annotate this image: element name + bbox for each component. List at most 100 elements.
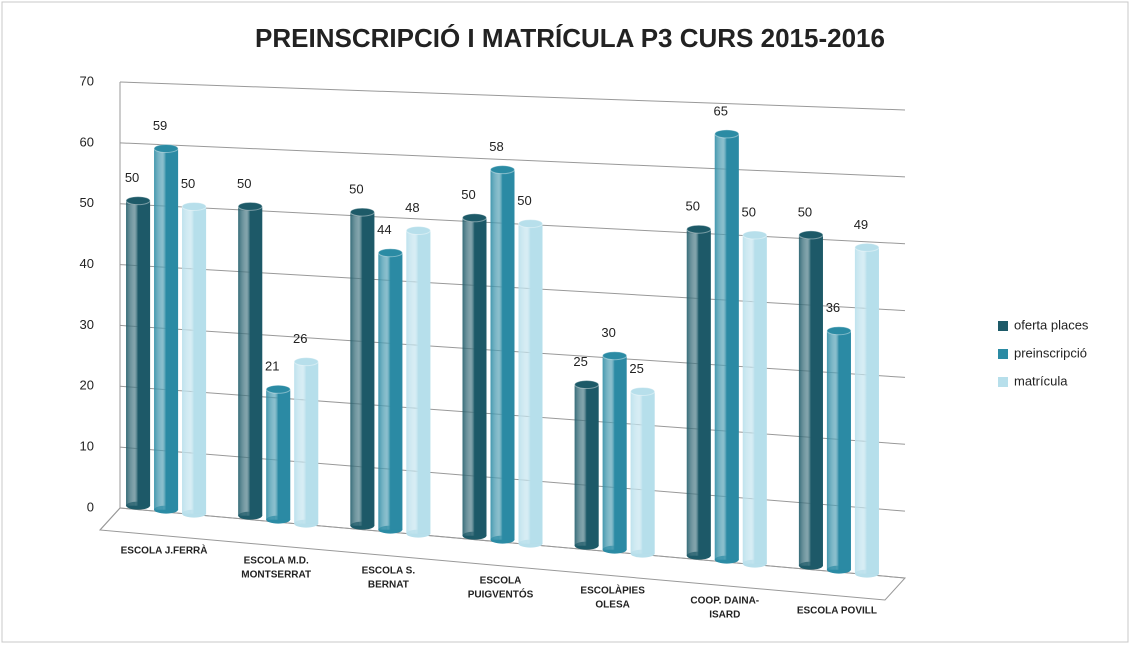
bar <box>686 224 712 560</box>
bar <box>574 380 600 550</box>
chart-title: PREINSCRIPCIÓ I MATRÍCULA P3 CURS 2015-2… <box>255 23 885 53</box>
bar <box>714 129 740 564</box>
data-label: 50 <box>237 176 251 191</box>
bar <box>826 326 852 574</box>
data-label: 50 <box>181 176 195 191</box>
data-label: 50 <box>125 170 139 185</box>
y-tick-label: 50 <box>80 195 94 210</box>
data-label: 25 <box>573 354 587 369</box>
x-tick-label: ESCOLA POVILL <box>797 606 877 617</box>
x-tick-label: OLESA <box>595 600 629 611</box>
bar-top <box>686 224 712 234</box>
bar-top <box>798 230 824 240</box>
bar-top <box>125 196 151 206</box>
bar <box>293 357 319 528</box>
bar-top <box>826 326 852 336</box>
bar-body-base <box>154 148 179 510</box>
y-tick-label: 60 <box>80 134 94 149</box>
x-tick-label: ESCOLA J.FERRÀ <box>121 544 208 557</box>
bar-top <box>377 248 403 258</box>
bar <box>602 351 628 554</box>
bar <box>265 384 291 524</box>
data-label: 36 <box>826 300 840 315</box>
bar-top <box>742 230 768 240</box>
bar-top <box>714 129 740 139</box>
data-label: 50 <box>798 204 812 219</box>
x-tick-label: MONTSERRAT <box>241 570 311 581</box>
x-tick-label: ESCOLA S. <box>362 566 416 577</box>
bar-body-base <box>574 384 599 546</box>
data-label: 25 <box>629 361 643 376</box>
data-label: 58 <box>489 139 503 154</box>
bar-body-base <box>462 217 487 536</box>
bar-body-base <box>238 206 263 516</box>
x-tick-label: ESCOLA M.D. <box>244 556 309 567</box>
data-label: 50 <box>686 199 700 214</box>
bar-body-base <box>350 212 375 526</box>
data-label: 50 <box>517 193 531 208</box>
bar-body-base <box>266 389 291 520</box>
bar <box>125 196 151 510</box>
bar <box>237 201 263 520</box>
x-tick-label: PUIGVENTÓS <box>468 588 534 601</box>
data-label: 50 <box>349 182 363 197</box>
bar-top <box>462 213 487 223</box>
bar-body-base <box>602 355 627 550</box>
data-label: 48 <box>405 200 419 215</box>
legend-swatch <box>998 377 1008 387</box>
x-tick-label: ESCOLA <box>480 576 522 587</box>
bar <box>462 213 487 540</box>
data-label: 26 <box>293 331 307 346</box>
bar-top <box>630 386 656 396</box>
bar <box>518 219 543 548</box>
legend-swatch <box>998 349 1008 359</box>
bar-top <box>349 207 375 217</box>
legend-label: matrícula <box>1014 373 1068 388</box>
bar <box>181 201 207 518</box>
x-tick-label: COOP. DAINA- <box>690 596 759 607</box>
bar-top <box>518 219 543 229</box>
legend-swatch <box>998 321 1008 331</box>
bar-top <box>490 165 515 175</box>
data-label: 44 <box>377 222 391 237</box>
grid-line <box>119 81 906 111</box>
data-label: 65 <box>714 103 728 118</box>
bar-top <box>293 357 319 367</box>
bar <box>742 230 768 568</box>
x-tick-label: ISARD <box>709 610 740 621</box>
y-tick-label: 10 <box>80 439 94 454</box>
bar <box>854 242 880 578</box>
bar <box>349 207 375 530</box>
bar-body-base <box>182 206 207 514</box>
bar-top <box>153 143 179 153</box>
bar-body-base <box>798 234 823 566</box>
bar <box>405 226 431 538</box>
y-tick-label: 20 <box>80 378 94 393</box>
bar-top <box>405 226 431 236</box>
bar <box>377 248 403 534</box>
y-tick-label: 30 <box>80 317 94 332</box>
legend-label: preinscripció <box>1014 345 1087 360</box>
data-label: 30 <box>601 325 615 340</box>
x-tick-label: ESCOLÀPIES <box>580 584 645 597</box>
y-tick-label: 70 <box>80 73 94 88</box>
data-label: 50 <box>461 187 475 202</box>
bar-top <box>602 351 628 361</box>
bar-top <box>854 242 880 252</box>
data-label: 21 <box>265 359 279 374</box>
bar-body-base <box>378 252 403 530</box>
bar <box>490 165 515 544</box>
bar-top <box>574 380 600 390</box>
data-label: 50 <box>742 204 756 219</box>
legend-label: oferta places <box>1014 317 1089 332</box>
bar-body-base <box>294 361 319 524</box>
y-tick-label: 40 <box>80 256 94 271</box>
bar-body-base <box>490 169 515 540</box>
axis-line <box>99 507 121 531</box>
data-label: 59 <box>153 118 167 133</box>
y-tick-label: 0 <box>87 499 94 514</box>
bar-body-base <box>686 229 711 556</box>
bar-body-base <box>742 235 767 564</box>
bar <box>798 230 824 570</box>
bar-body-base <box>714 133 739 560</box>
